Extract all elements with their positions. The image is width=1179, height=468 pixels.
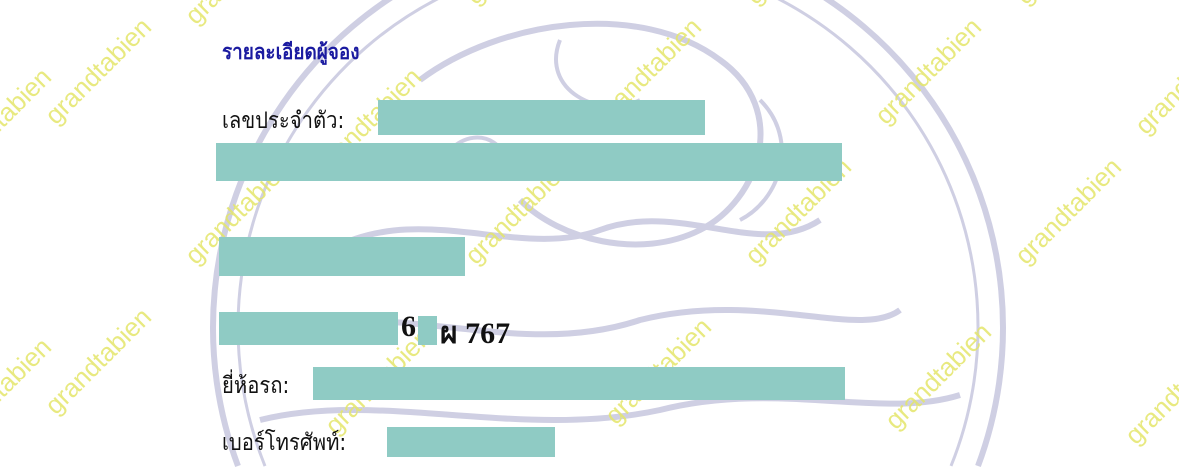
redacted-plate-prefix bbox=[219, 312, 398, 345]
page-title: รายละเอียดผู้จอง bbox=[222, 40, 360, 64]
brand-label: ยี่ห้อรถ: bbox=[222, 373, 290, 399]
plate-number: ผ 767 bbox=[440, 317, 511, 350]
redacted-plate-char bbox=[418, 316, 437, 345]
redacted-phone bbox=[387, 427, 555, 457]
redacted-brand bbox=[313, 367, 845, 400]
plate-digit: 6 bbox=[401, 310, 416, 343]
redacted-id bbox=[378, 100, 705, 135]
redacted-line bbox=[219, 237, 465, 276]
phone-label: เบอร์โทรศัพท์: bbox=[222, 430, 347, 456]
redacted-name-address bbox=[216, 143, 842, 181]
id-label: เลขประจำตัว: bbox=[222, 108, 345, 134]
